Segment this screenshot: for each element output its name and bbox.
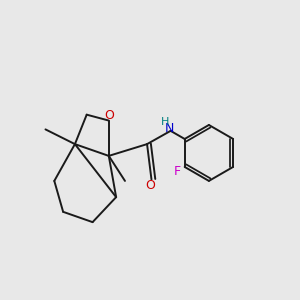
Text: O: O: [145, 179, 155, 192]
Text: O: O: [104, 109, 114, 122]
Text: H: H: [161, 117, 170, 127]
Text: N: N: [164, 122, 174, 135]
Text: F: F: [174, 165, 181, 178]
